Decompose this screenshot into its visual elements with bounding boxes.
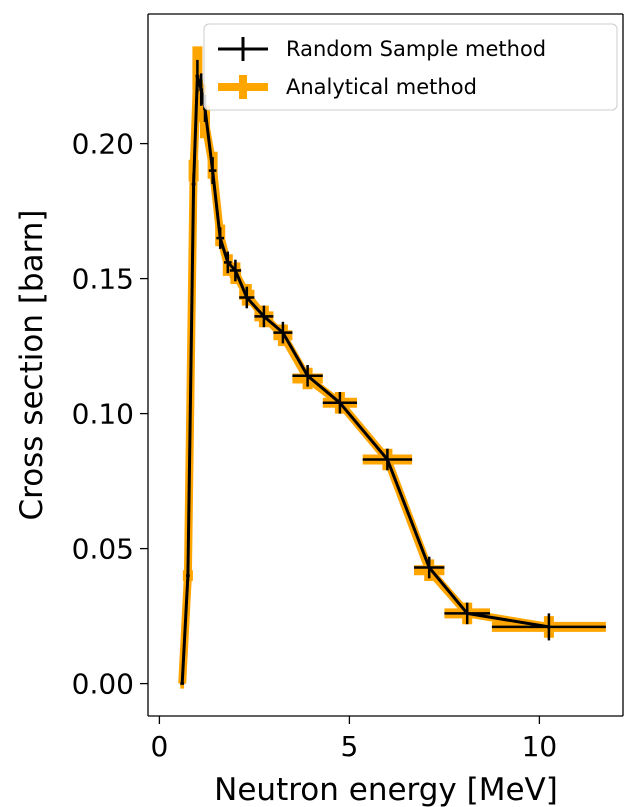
data-point-random-sample <box>444 602 490 625</box>
plot-area <box>148 14 623 716</box>
legend-box <box>203 23 618 111</box>
data-point-random-sample <box>292 365 323 387</box>
legend-swatch-random-sample <box>218 37 268 61</box>
y-tick-label: 0.15 <box>72 263 134 296</box>
legend-label-random-sample: Random Sample method <box>286 37 546 61</box>
data-point-random-sample <box>254 305 274 328</box>
data-point-random-sample <box>491 613 606 641</box>
legend: Random Sample method Analytical method <box>203 23 618 111</box>
y-tick-label: 0.05 <box>72 533 134 566</box>
data-point-random-sample <box>224 251 232 274</box>
data-point-random-sample <box>362 448 413 471</box>
data-point-random-sample <box>199 73 204 106</box>
x-tick-label: 0 <box>150 730 168 763</box>
data-point-random-sample <box>414 556 445 579</box>
data-point-random-sample <box>208 157 217 185</box>
legend-swatch-analytical <box>218 75 268 99</box>
data-point-random-sample <box>191 173 196 195</box>
series-random-sample <box>180 59 606 685</box>
data-point-random-sample <box>195 59 200 93</box>
data-point-random-sample <box>229 259 242 282</box>
x-tick-label: 10 <box>522 730 558 763</box>
data-point-random-sample <box>322 392 357 414</box>
y-axis-label: Cross section [barn] <box>14 209 50 520</box>
y-tick-label: 0.20 <box>72 128 134 161</box>
x-axis-label: Neutron energy [MeV] <box>214 772 558 807</box>
y-tick-label: 0.00 <box>72 668 134 701</box>
axes-layer <box>147 13 624 717</box>
data-point-random-sample <box>186 570 190 581</box>
y-tick-label: 0.10 <box>72 398 134 431</box>
x-tick-label: 5 <box>340 730 358 763</box>
data-point-random-sample <box>239 286 255 309</box>
legend-label-analytical: Analytical method <box>286 75 477 99</box>
series-layer <box>178 46 606 689</box>
data-point-random-sample <box>216 227 224 249</box>
ticks-layer: 0 5 10 0.00 0.05 0.10 0.15 0.20 <box>72 128 558 763</box>
data-point-random-sample <box>273 321 293 344</box>
